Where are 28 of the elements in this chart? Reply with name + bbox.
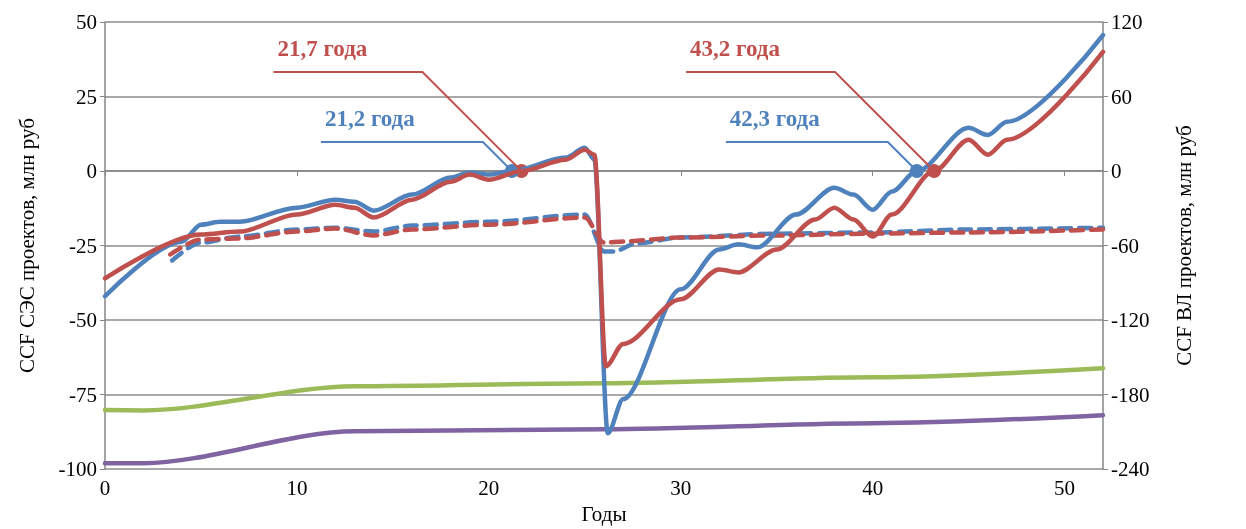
y-tick-label: -50: [69, 308, 97, 333]
x-tick-label: 10: [286, 475, 308, 500]
x-tick-label: 50: [1054, 475, 1076, 500]
y-tick-label: -100: [58, 457, 97, 482]
line-series: [102, 412, 1106, 466]
annotation: 21,2 года: [324, 106, 416, 132]
x-tick-label: 40: [862, 475, 884, 500]
y-tick-label: -25: [69, 233, 97, 258]
x-axis-title: Годы: [581, 501, 627, 526]
y-tick-label: 50: [76, 10, 97, 34]
y-axis-title: CCF СЭС проектов, млн руб: [14, 118, 39, 374]
y2-tick-label: -240: [1111, 457, 1150, 482]
y2-tick-label: 60: [1111, 84, 1132, 109]
y-tick-label: 0: [86, 159, 97, 184]
y-tick-label: -75: [69, 382, 97, 407]
x-tick-label: 20: [478, 475, 500, 500]
y2-tick-label: 0: [1111, 159, 1122, 184]
annotation: 42,3 года: [729, 106, 821, 132]
y2-tick-label: -180: [1111, 382, 1150, 407]
y2-tick-label: -120: [1111, 308, 1150, 333]
annotation: 43,2 года: [690, 36, 781, 62]
y-tick-label: 25: [76, 84, 97, 109]
y2-tick-label: 120: [1111, 10, 1143, 34]
y2-tick-label: -60: [1111, 233, 1139, 258]
annotation: 21,7 года: [277, 36, 368, 62]
line-series: [102, 366, 1106, 413]
y2-axis-title: CCF ВЛ проектов, млн руб: [1171, 125, 1196, 366]
x-tick-label: 30: [670, 475, 692, 500]
